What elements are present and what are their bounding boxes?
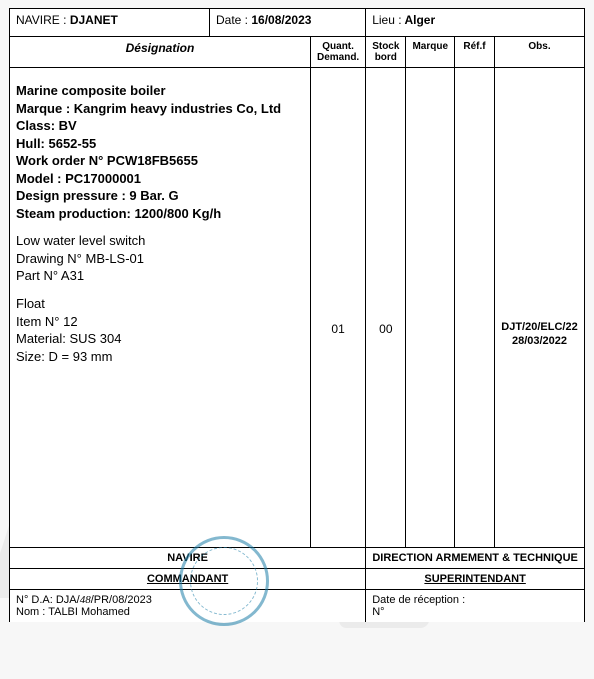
- footer-right-cell: Date de réception : N°: [366, 590, 585, 623]
- obs-line2: 28/03/2022: [512, 335, 567, 347]
- num-label: N°: [372, 606, 384, 618]
- part-l1: Low water level switch: [16, 232, 304, 250]
- part-l2: Drawing N° MB-LS-01: [16, 250, 304, 268]
- marque-cell: [406, 68, 455, 548]
- part-block: Low water level switch Drawing N° MB-LS-…: [16, 232, 304, 285]
- date-value: 16/08/2023: [251, 13, 311, 27]
- body-row: Marine composite boiler Marque : Kangrim…: [10, 68, 585, 548]
- spec-l6: Model : PC17000001: [16, 170, 304, 188]
- spec-l5: Work order N° PCW18FB5655: [16, 152, 304, 170]
- col-designation: Désignation: [10, 37, 311, 68]
- quant-cell: 01: [310, 68, 365, 548]
- item-block: Float Item N° 12 Material: SUS 304 Size:…: [16, 295, 304, 365]
- obs-cell: DJT/20/ELC/22 28/03/2022: [495, 68, 585, 548]
- spec-l4: Hull: 5652-55: [16, 135, 304, 153]
- nom-label: Nom :: [16, 606, 45, 618]
- nda-hand: 48: [80, 594, 91, 606]
- item-l3: Material: SUS 304: [16, 330, 304, 348]
- obs-line1: DJT/20/ELC/22: [501, 321, 577, 333]
- designation-cell: Marine composite boiler Marque : Kangrim…: [10, 68, 311, 548]
- footer-details-row: N° D.A: DJA/48/PR/08/2023 Nom : TALBI Mo…: [10, 590, 585, 623]
- navire-label: NAVIRE :: [16, 13, 66, 27]
- col-quant: Quant. Demand.: [310, 37, 365, 68]
- item-l4: Size: D = 93 mm: [16, 348, 304, 366]
- lieu-cell: Lieu : Alger: [366, 9, 585, 37]
- nda-label: N° D.A:: [16, 594, 53, 606]
- lieu-value: Alger: [404, 13, 435, 27]
- quant-value: 01: [317, 72, 359, 336]
- ref-cell: [455, 68, 495, 548]
- item-l1: Float: [16, 295, 304, 313]
- footer-super: SUPERINTENDANT: [366, 569, 585, 590]
- spec-l2: Marque : Kangrim heavy industries Co, Lt…: [16, 100, 304, 118]
- spec-l3: Class: BV: [16, 117, 304, 135]
- footer-role-row: COMMANDANT SUPERINTENDANT: [10, 569, 585, 590]
- stamp-circle: [179, 536, 269, 626]
- stock-cell: 00: [366, 68, 406, 548]
- column-header-row: Désignation Quant. Demand. Stock bord Ma…: [10, 37, 585, 68]
- date-label: Date :: [216, 13, 248, 27]
- spec-l8: Steam production: 1200/800 Kg/h: [16, 205, 304, 223]
- col-stock: Stock bord: [366, 37, 406, 68]
- date-cell: Date : 16/08/2023: [210, 9, 366, 37]
- footer-section-row: NAVIRE DIRECTION ARMEMENT & TECHNIQUE: [10, 548, 585, 569]
- item-l2: Item N° 12: [16, 313, 304, 331]
- spec-l1: Marine composite boiler: [16, 82, 304, 100]
- obs-value: DJT/20/ELC/22 28/03/2022: [501, 72, 578, 349]
- header-row: NAVIRE : DJANET Date : 16/08/2023 Lieu :…: [10, 9, 585, 37]
- spec-l7: Design pressure : 9 Bar. G: [16, 187, 304, 205]
- date-recep-label: Date de réception :: [372, 594, 465, 606]
- stock-value: 00: [372, 72, 399, 336]
- col-obs: Obs.: [495, 37, 585, 68]
- navire-value: DJANET: [70, 13, 118, 27]
- col-ref: Réf.f: [455, 37, 495, 68]
- spec-block: Marine composite boiler Marque : Kangrim…: [16, 82, 304, 222]
- footer-direction: DIRECTION ARMEMENT & TECHNIQUE: [366, 548, 585, 569]
- lieu-label: Lieu :: [372, 13, 401, 27]
- navire-cell: NAVIRE : DJANET: [10, 9, 210, 37]
- nda-prefix: DJA/: [56, 594, 80, 606]
- nom-value: TALBI Mohamed: [48, 606, 130, 618]
- part-l3: Part N° A31: [16, 267, 304, 285]
- nda-suffix: /PR/08/2023: [91, 594, 152, 606]
- col-marque: Marque: [406, 37, 455, 68]
- document-table: NAVIRE : DJANET Date : 16/08/2023 Lieu :…: [9, 8, 585, 622]
